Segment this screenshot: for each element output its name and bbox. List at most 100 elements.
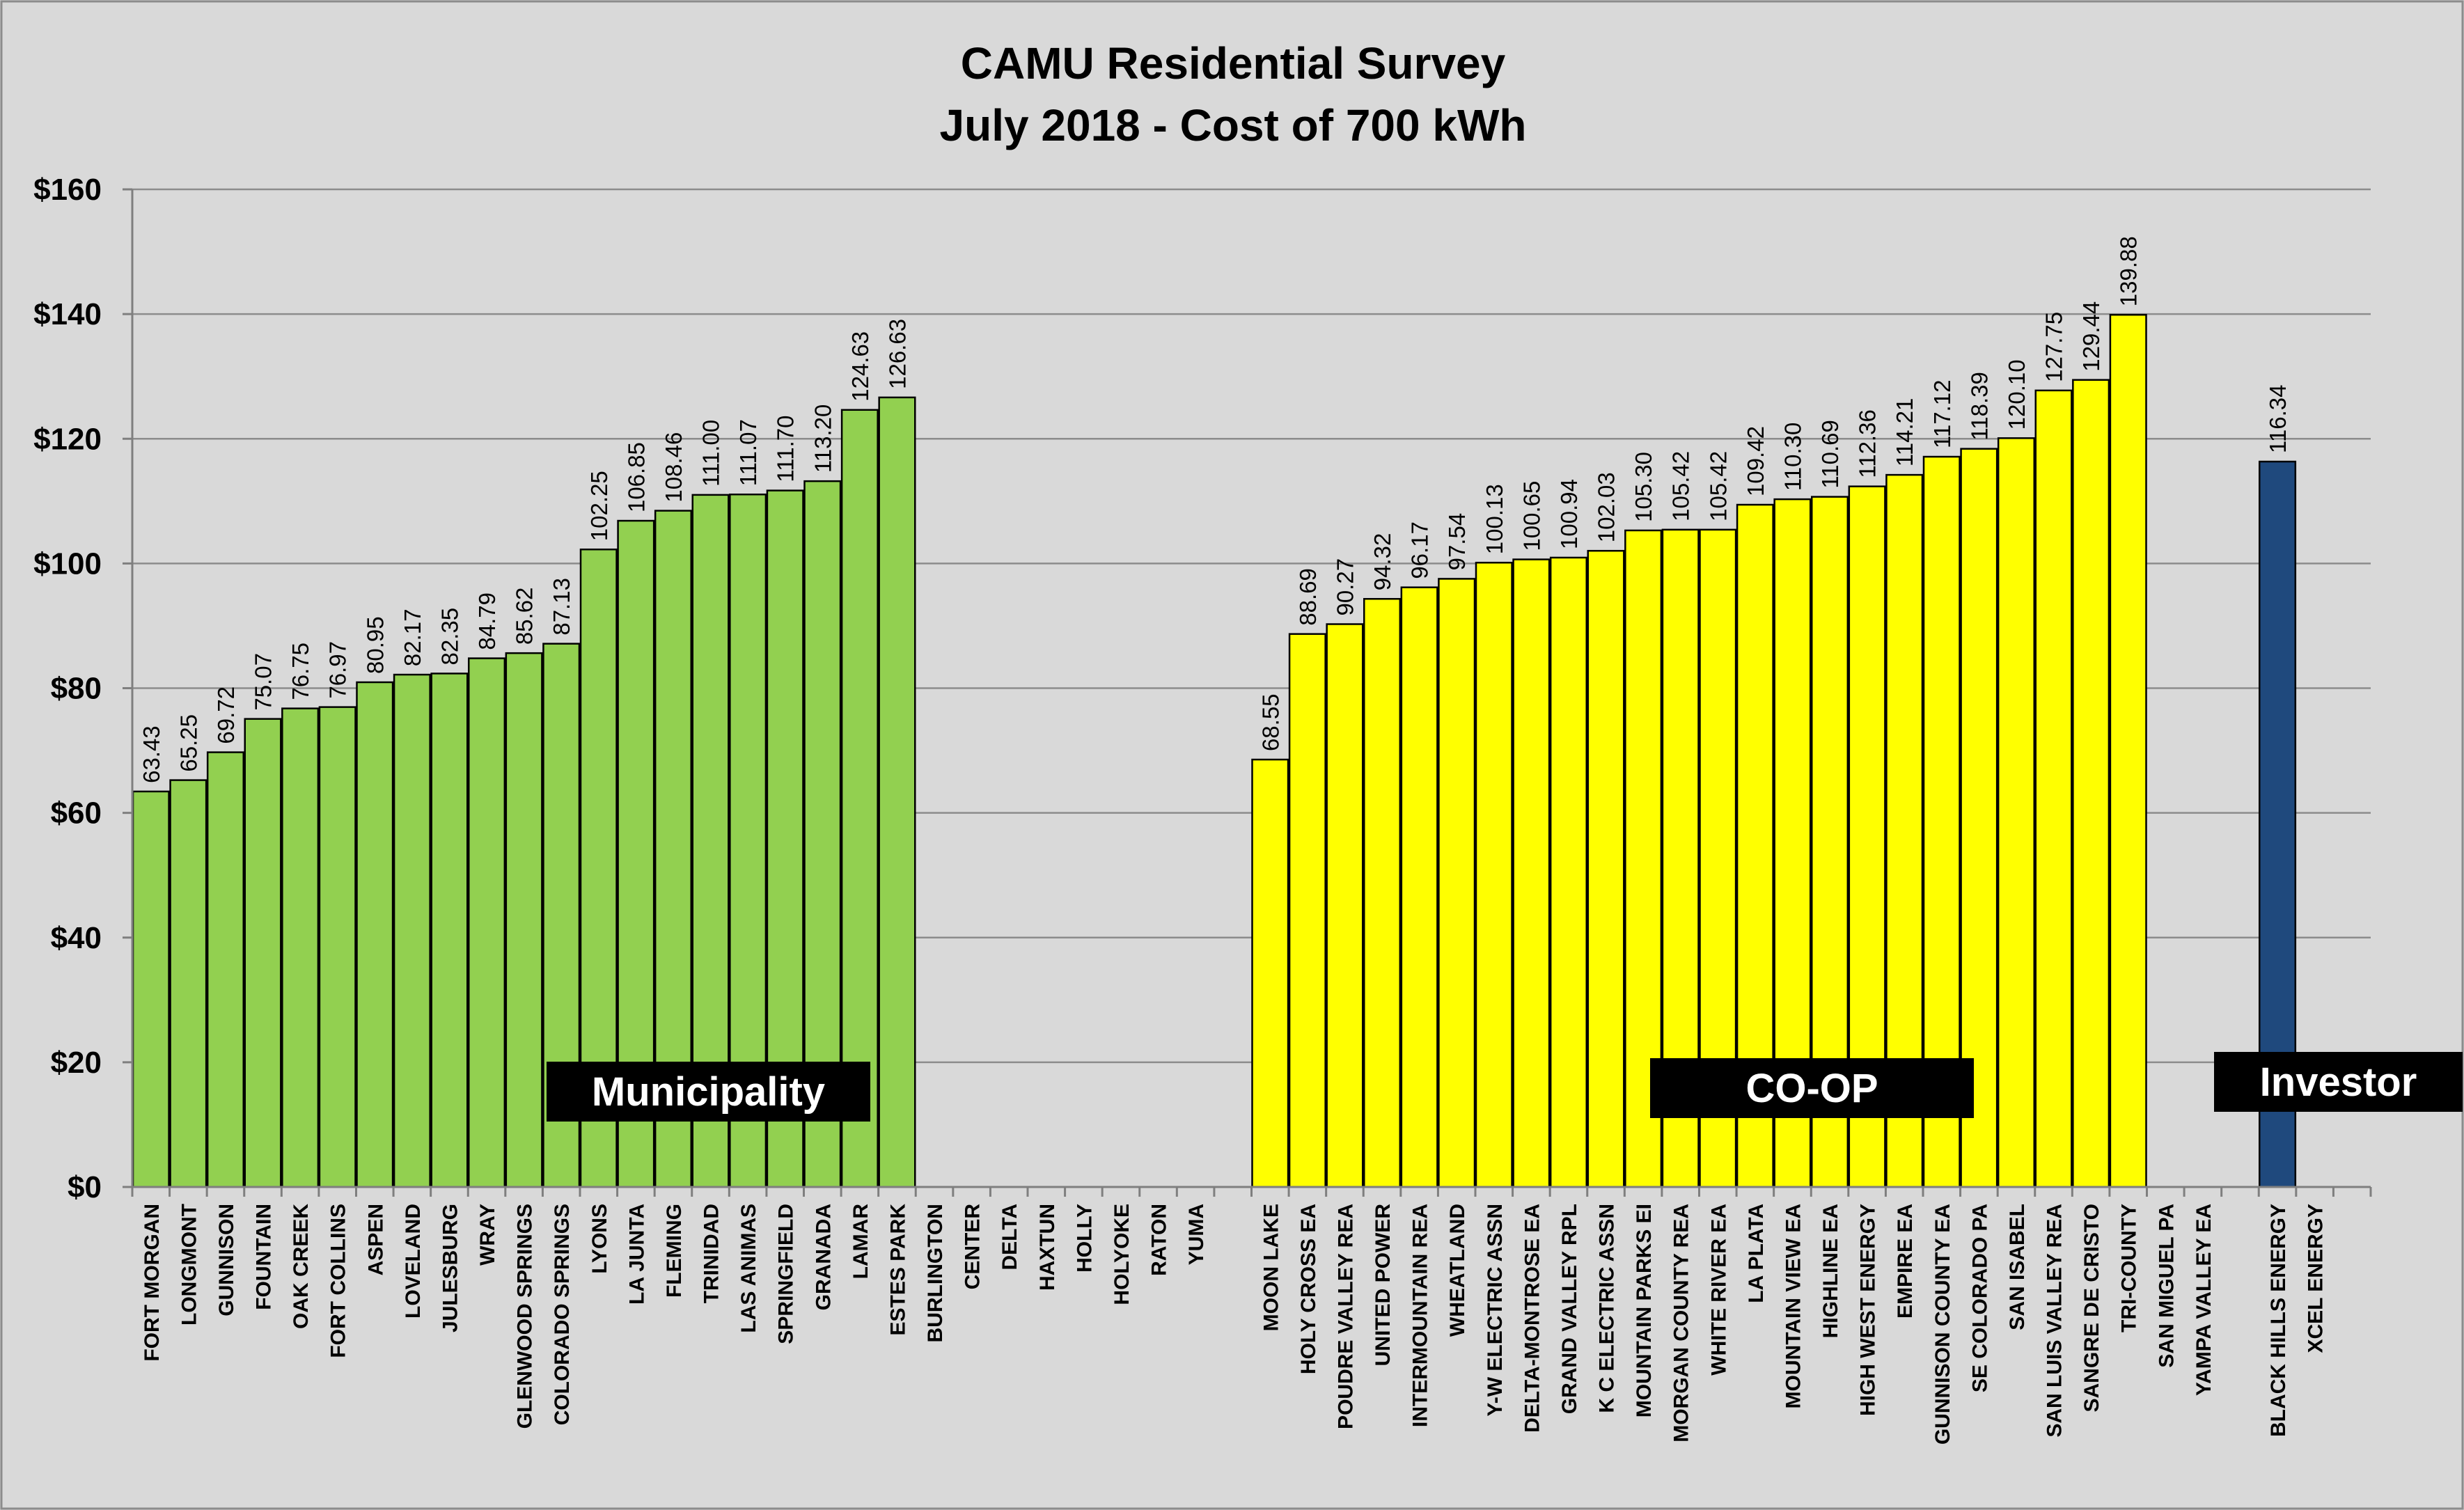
x-tick-label: MOON LAKE — [1260, 1204, 1282, 1331]
data-label: 139.88 — [2116, 236, 2142, 306]
bar — [1400, 586, 1438, 1188]
bar — [1512, 558, 1551, 1188]
bar — [2034, 389, 2073, 1188]
y-tick-label: $60 — [51, 796, 102, 831]
data-label: 105.30 — [1631, 452, 1656, 522]
data-label: 87.13 — [549, 578, 574, 636]
group-label: Municipality — [592, 1069, 825, 1115]
data-label: 111.00 — [698, 420, 724, 487]
data-label: 68.55 — [1257, 693, 1283, 751]
bar — [356, 681, 394, 1188]
y-tick-label: $140 — [33, 297, 102, 331]
x-tick-label: LYONS — [588, 1204, 611, 1274]
bar — [318, 706, 356, 1188]
data-label: 94.32 — [1370, 533, 1395, 591]
data-label: 114.21 — [1892, 398, 1917, 466]
x-tick-label: HOLLY — [1073, 1204, 1096, 1273]
data-label: 111.70 — [773, 416, 799, 482]
x-tick-label: WHITE RIVER EA — [1707, 1204, 1730, 1376]
data-label: 127.75 — [2041, 312, 2067, 382]
x-tick-label: DELTA-MONTROSE EA — [1521, 1204, 1544, 1433]
x-tick-label: YAMPA VALLEY EA — [2192, 1204, 2215, 1396]
data-label: 110.30 — [1780, 423, 1805, 491]
x-tick-label: GLENWOOD SPRINGS — [514, 1204, 537, 1429]
x-tick-label: WRAY — [476, 1204, 499, 1266]
bar — [468, 657, 506, 1188]
bar — [2072, 379, 2110, 1188]
y-tick-label: $160 — [33, 173, 102, 207]
y-tick-label: $20 — [51, 1046, 102, 1080]
bar — [244, 718, 282, 1188]
x-tick-label: MORGAN COUNTY REA — [1670, 1204, 1693, 1442]
data-label: 112.36 — [1855, 409, 1881, 478]
x-tick-label: SAN MIGUEL PA — [2155, 1204, 2178, 1368]
bar — [1326, 623, 1364, 1188]
data-label: 65.25 — [175, 714, 201, 772]
x-tick-label: INTERMOUNTAIN REA — [1409, 1204, 1432, 1427]
x-tick-label: FLEMING — [663, 1204, 686, 1298]
bar — [1549, 556, 1588, 1188]
data-label: 88.69 — [1295, 568, 1321, 626]
x-tick-label: CENTER — [962, 1204, 984, 1290]
chart-title: CAMU Residential Survey — [961, 38, 1506, 88]
bar — [1587, 549, 1625, 1188]
data-label: 80.95 — [362, 616, 388, 674]
data-label: 105.42 — [1668, 451, 1694, 521]
x-tick-label: GRAND VALLEY RPL — [1558, 1204, 1581, 1414]
y-tick-label: $100 — [33, 546, 102, 581]
x-tick-label: Y-W ELECTRIC ASSN — [1484, 1204, 1507, 1417]
group-label-box — [2214, 1052, 2463, 1112]
bar — [430, 673, 469, 1188]
x-tick-label: LA JUNTA — [625, 1204, 648, 1305]
bar — [169, 779, 207, 1188]
data-label: 97.54 — [1444, 513, 1470, 571]
data-label: 102.03 — [1594, 472, 1619, 542]
data-label: 105.42 — [1705, 451, 1731, 521]
x-tick-label: COLORADO SPRINGS — [551, 1204, 574, 1425]
x-tick-label: DELTA — [998, 1204, 1021, 1271]
group-label-box — [547, 1062, 870, 1122]
y-axis-tick-labels: $0 $20 $40 $60 $80 $100 $120 $140 $160 — [33, 173, 102, 1204]
x-tick-label: OAK CREEK — [290, 1204, 313, 1329]
x-tick-label: LA PLATA — [1745, 1204, 1768, 1303]
group-label: Investor — [2260, 1060, 2417, 1105]
data-label: 108.46 — [661, 432, 686, 503]
data-label: 85.62 — [512, 588, 537, 645]
x-tick-label: HAXTUN — [1036, 1204, 1059, 1291]
data-label: 124.63 — [847, 331, 873, 402]
x-tick-label: FOUNTAIN — [253, 1204, 276, 1310]
x-tick-label: SAN ISABEL — [2006, 1204, 2029, 1330]
data-label: 76.97 — [325, 641, 351, 699]
data-label: 110.69 — [1817, 420, 1843, 488]
data-label: 100.65 — [1519, 481, 1544, 551]
y-tick-label: $80 — [51, 672, 102, 706]
data-label: 113.20 — [810, 404, 835, 473]
data-label: 75.07 — [251, 653, 276, 711]
x-tick-label: SANGRE DE CRISTO — [2080, 1204, 2103, 1413]
x-axis-tick-labels: FORT MORGAN LONGMONT GUNNISON FOUNTAIN OAK C… — [141, 1204, 2328, 1445]
chart-subtitle: July 2018 - Cost of 700 kWh — [940, 100, 1527, 150]
x-tick-label: BURLINGTON — [924, 1204, 947, 1342]
y-tick-label: $0 — [68, 1170, 102, 1204]
x-tick-label: HIGH WEST ENERGY — [1857, 1204, 1880, 1416]
x-tick-label: RATON — [1148, 1204, 1171, 1276]
data-label: 111.07 — [735, 419, 761, 486]
data-label: 82.35 — [437, 608, 462, 666]
bar — [393, 673, 431, 1188]
data-label: 90.27 — [1332, 558, 1358, 616]
data-label: 96.17 — [1407, 521, 1433, 579]
x-tick-label: BLACK HILLS ENERGY — [2267, 1204, 2290, 1437]
x-tick-label: SE COLORADO PA — [1968, 1204, 1991, 1392]
data-label: 84.79 — [474, 592, 500, 650]
x-tick-label: GUNNISON COUNTY EA — [1931, 1204, 1954, 1445]
data-label: 100.94 — [1556, 479, 1582, 549]
axes — [123, 188, 2372, 1197]
data-label: 120.10 — [2004, 359, 2030, 430]
bar — [281, 707, 320, 1188]
data-label: 76.75 — [288, 643, 313, 700]
bar — [132, 790, 170, 1188]
data-label: 126.63 — [884, 319, 910, 389]
bar — [1997, 437, 2036, 1188]
x-tick-label: FORT COLLINS — [327, 1204, 350, 1358]
x-tick-label: LAMAR — [849, 1204, 872, 1280]
